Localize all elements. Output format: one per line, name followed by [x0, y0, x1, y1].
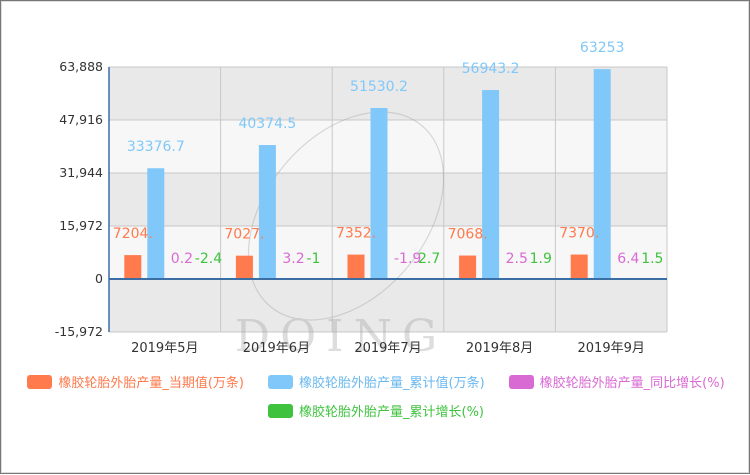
data-label-cumulative-growth: -1 [306, 251, 320, 267]
legend-label-cumulative-growth: 橡胶轮胎外胎产量_累计增长(%) [299, 405, 484, 420]
data-label-cumulative-value: 33376.7 [127, 139, 185, 155]
bar-series-2 [370, 108, 388, 279]
legend-swatch-cumulative-growth [268, 403, 293, 418]
legend-item-yoy-growth[interactable]: 橡胶轮胎外胎产量_同比增长(%) [508, 372, 725, 391]
legend-label-cumulative-value: 橡胶轮胎外胎产量_累计值(万条) [299, 376, 485, 391]
data-label-cumulative-growth: 1.9 [530, 251, 552, 267]
plot-band [109, 67, 667, 120]
x-tick-label: 2019年6月 [243, 341, 310, 356]
data-label-current-value: 7370. [559, 226, 599, 242]
plot-band [109, 120, 667, 173]
data-label-current-value: 7204. [113, 226, 153, 242]
data-label-current-value: 7027. [224, 227, 264, 243]
bar-series-1 [347, 254, 365, 279]
legend-item-current-value[interactable]: 橡胶轮胎外胎产量_当期值(万条) [27, 372, 244, 391]
bar-series-2 [482, 90, 500, 279]
data-label-yoy-growth: 2.5 [506, 251, 528, 267]
x-tick-label: 2019年7月 [354, 341, 421, 356]
legend-swatch-current-value [27, 374, 53, 389]
x-tick-label: 2019年9月 [578, 341, 645, 356]
data-label-current-value: 7352. [336, 226, 376, 242]
data-label-yoy-growth: 3.2 [282, 251, 304, 267]
data-label-cumulative-value: 40374.5 [238, 116, 296, 132]
legend-item-cumulative-value[interactable]: 橡胶轮胎外胎产量_累计值(万条) [268, 372, 485, 391]
data-label-yoy-growth: 6.4 [617, 251, 639, 267]
data-label-cumulative-value: 56943.2 [462, 61, 520, 77]
y-tick-label: 0 [95, 271, 103, 286]
bar-series-1 [570, 254, 588, 279]
y-tick-label: 15,972 [59, 218, 103, 233]
legend-row-1: 橡胶轮胎外胎产量_当期值(万条) 橡胶轮胎外胎产量_累计值(万条) 橡胶轮胎外胎… [1, 372, 750, 391]
bar-series-1 [459, 255, 477, 279]
bar-series-2 [258, 145, 276, 279]
y-tick-label: 47,916 [59, 112, 103, 127]
legend-row-2: 橡胶轮胎外胎产量_累计增长(%) [1, 401, 750, 420]
bar-series-1 [235, 255, 253, 279]
legend-label-yoy-growth: 橡胶轮胎外胎产量_同比增长(%) [539, 376, 725, 391]
data-label-current-value: 7068. [448, 227, 488, 243]
data-label-yoy-growth: 0.2 [171, 251, 193, 267]
watermark-ellipse [247, 111, 445, 321]
legend-label-current-value: 橡胶轮胎外胎产量_当期值(万条) [58, 376, 244, 391]
bar-series-2 [593, 69, 611, 280]
x-tick-label: 2019年5月 [131, 341, 198, 356]
bar-series-2 [147, 168, 165, 279]
data-label-cumulative-growth: 1.5 [641, 251, 663, 267]
bar-series-1 [124, 255, 142, 279]
plot-band [109, 279, 667, 332]
legend-item-cumulative-growth[interactable]: 橡胶轮胎外胎产量_累计增长(%) [268, 401, 484, 420]
x-tick-label: 2019年8月 [466, 341, 533, 356]
plot-band [109, 173, 667, 226]
watermark-text: DOING [235, 311, 447, 362]
y-tick-label: 31,944 [59, 165, 103, 180]
y-tick-label: 63,888 [59, 59, 103, 74]
watermark-logo: DOING [235, 111, 447, 362]
data-label-cumulative-growth: 2.7 [418, 251, 440, 267]
y-tick-label: -15,972 [55, 324, 103, 339]
data-label-cumulative-growth: -2.4 [195, 251, 222, 267]
data-label-yoy-growth: -1.9 [394, 251, 421, 267]
legend-swatch-cumulative-value [268, 374, 293, 389]
data-label-cumulative-value: 51530.2 [350, 79, 408, 95]
legend-swatch-yoy-growth [508, 374, 534, 389]
data-label-cumulative-value: 63253 [580, 40, 625, 56]
